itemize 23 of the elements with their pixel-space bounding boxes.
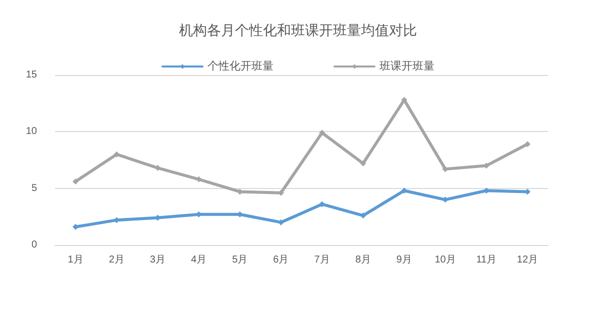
point	[72, 178, 79, 185]
x-tick-label: 3月	[150, 254, 166, 266]
legend-label: 个性化开班量	[208, 60, 274, 72]
point	[524, 141, 530, 148]
x-tick-label: 11月	[476, 254, 497, 266]
x-tick-label: 9月	[396, 254, 412, 266]
y-tick-label: 5	[31, 182, 38, 194]
x-tick-label: 5月	[232, 254, 248, 266]
x-tick-label: 12月	[516, 254, 538, 266]
y-tick-label: 10	[26, 126, 38, 138]
x-tick-label: 6月	[273, 254, 289, 266]
point	[360, 160, 366, 166]
x-tick-label: 7月	[314, 254, 330, 266]
x-tick-label: 4月	[191, 254, 207, 266]
legend-label: 班课开班量	[380, 60, 434, 72]
point	[319, 130, 326, 136]
chart-title: 机构各月个性化和班课开班量均值对比	[179, 22, 417, 38]
x-tick-label: 8月	[355, 254, 371, 266]
x-tick-label: 2月	[108, 254, 124, 266]
x-tick-label: 10月	[434, 254, 456, 266]
x-tick-label: 1月	[68, 254, 84, 266]
y-tick-label: 0	[31, 240, 38, 250]
y-tick-label: 15	[26, 70, 38, 80]
